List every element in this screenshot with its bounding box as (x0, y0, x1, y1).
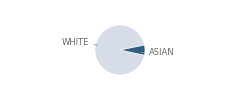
Text: WHITE: WHITE (61, 38, 98, 47)
Wedge shape (120, 45, 145, 55)
Wedge shape (95, 25, 144, 75)
Text: ASIAN: ASIAN (141, 48, 174, 57)
